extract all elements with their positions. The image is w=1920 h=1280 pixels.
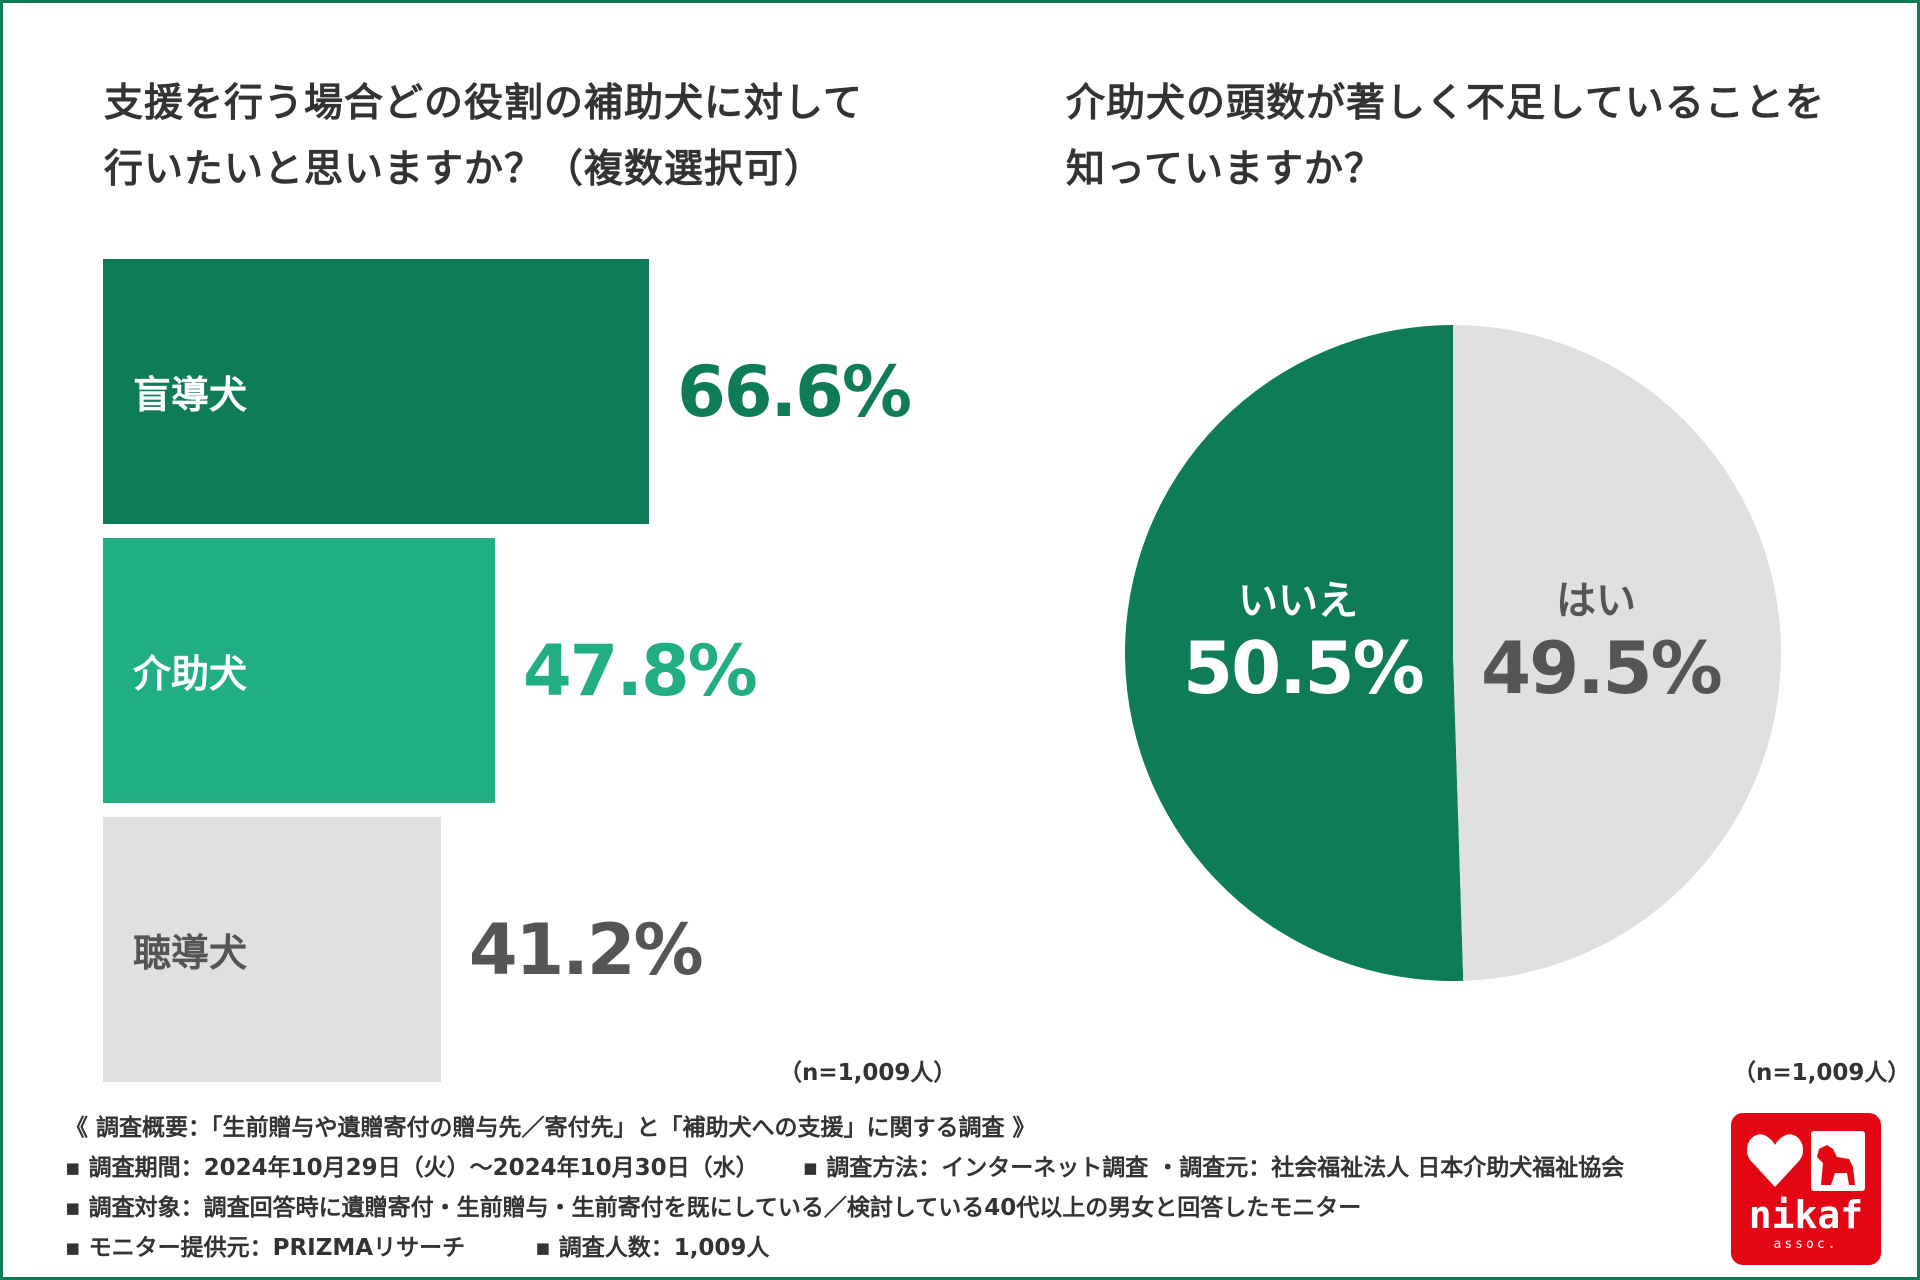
footer-provider-count: ▪ モニター提供元：PRIZMAリサーチ ▪ 調査人数：1,009人 [65,1228,1685,1268]
bar-service-dog: 介助犬 [103,538,495,803]
logo-subtitle: assoc. [1773,1237,1839,1252]
pie-category-no: いいえ [1238,578,1358,624]
nikaf-logo: nikaf assoc. [1731,1113,1881,1265]
pie-chart-title-line-2: 知っていますか？ [1066,147,1385,192]
logo-name: nikaf [1748,1193,1864,1237]
bar-chart-title: 支援を行う場合どの役割の補助犬に対して 行いたいと思いますか？（複数選択可） [104,71,934,203]
bar-label-guide-dog: 盲導犬 [133,373,248,417]
pie-chart-title-line-1: 介助犬の頭数が著しく不足していることを [1066,81,1825,126]
footer-target: ▪ 調査対象：調査回答時に遺贈寄付・生前贈与・生前寄付を既にしている／検討してい… [65,1195,1362,1221]
pie-category-yes: はい [1556,578,1636,624]
pie-chart [1124,325,1781,982]
bar-label-service-dog: 介助犬 [133,652,248,696]
bar-chart-title-line-2: 行いたいと思いますか？（複数選択可） [104,147,825,192]
footer-method: ▪ 調査方法：インターネット調査 ・調査元：社会福祉法人 日本介助犬福祉協会 [802,1155,1625,1181]
bar-value-guide-dog: 66.6% [677,350,912,433]
pie-label-group-no: いいえ 50.5% [1183,568,1425,710]
footer-provider: ▪ モニター提供元：PRIZMAリサーチ [65,1235,466,1261]
pie-chart-sample-note: （n=1,009人） [1733,1060,1911,1086]
bar-hearing-dog: 聴導犬 [103,817,441,1082]
pie-value-no: 50.5% [1183,626,1425,710]
pie-slice-yes [1453,325,1781,981]
logo-emblem [1746,1131,1865,1191]
pie-slice-no [1124,325,1464,982]
bar-value-hearing-dog: 41.2% [468,908,704,991]
pie-chart-title: 介助犬の頭数が著しく不足していることを 知っていますか？ [1066,71,1896,203]
footer-count: ▪ 調査人数：1,009人 [535,1235,770,1261]
footer-period: ▪ 調査期間：2024年10月29日（火）～2024年10月30日（水） [65,1155,759,1181]
bar-guide-dog: 盲導犬 [103,259,650,524]
bar-value-service-dog: 47.8% [522,629,758,712]
bar-label-hearing-dog: 聴導犬 [133,931,248,975]
heart-icon [1746,1134,1804,1187]
bar-chart-title-line-1: 支援を行う場合どの役割の補助犬に対して [104,81,863,126]
survey-footer: 《 調査概要：「生前贈与や遺贈寄付の贈与先／寄付先」と「補助犬への支援」に関する… [65,1108,1685,1268]
dog-icon [1817,1145,1855,1185]
footer-period-method: ▪ 調査期間：2024年10月29日（火）～2024年10月30日（水） ▪ 調査… [65,1148,1685,1188]
pie-label-group-yes: はい 49.5% [1481,568,1723,710]
footer-overview: 《 調査概要：「生前贈与や遺贈寄付の贈与先／寄付先」と「補助犬への支援」に関する… [65,1115,1036,1141]
bar-chart-sample-note: （n=1,009人） [779,1060,957,1086]
pie-value-yes: 49.5% [1481,626,1723,710]
